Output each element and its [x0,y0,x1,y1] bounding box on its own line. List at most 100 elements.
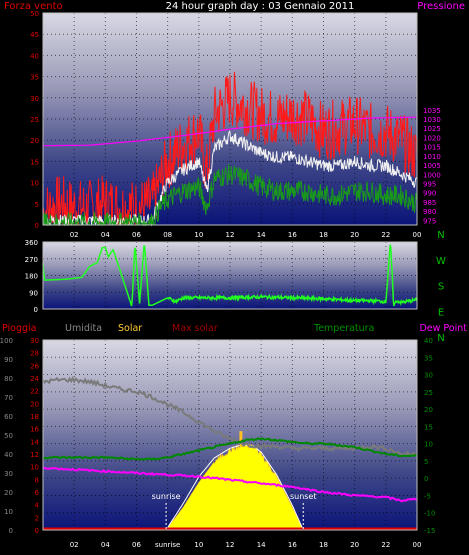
humidity-tick: 80 [4,375,13,383]
temperature-tick: 20 [424,406,433,414]
direction-series-line-0 [42,244,418,307]
rain-tick: 10 [30,464,39,472]
wind-speed-axis: 0 5 10 15 20 25 30 35 40 45 50 [30,10,39,230]
pressure-tick: 995 [423,181,436,189]
rain-tick: 4 [35,502,40,510]
pressure-axis: 9759809859909951000100510101015102010251… [423,107,441,226]
humidity-axis: 0 10 20 30 40 50 60 70 80 90 100 [0,337,13,535]
wind-hour-tick: 18 [319,231,328,239]
rain-tick: 0 [35,527,39,535]
wind-speed-tick: 10 [30,180,39,188]
pressure-tick: 1005 [423,162,441,170]
rain-hour-tick: 10 [194,541,203,549]
humidity-tick: 40 [4,451,13,459]
rain-hour-tick: 04 [101,541,110,549]
rain-temp-legend: Pioggia Umidita Solar Max solar Temperatura D… [2,323,467,334]
wind-hour-tick: 10 [194,231,203,239]
temperature-tick: 25 [424,389,433,397]
rain-temp-panel: Pioggia Umidita Solar Max solar Temperatura D… [0,323,467,549]
temperature-tick: -10 [424,510,435,518]
wind-speed-tick: 30 [30,95,39,103]
temperature-tick: 15 [424,423,433,431]
temperature-tick: 40 [424,337,433,345]
compass-letters: N W S E N [436,230,446,344]
pressure-tick: 985 [423,199,436,207]
pressure-tick: 1015 [423,144,441,152]
rain-hour-tick: 12 [226,541,235,549]
wind-pressure-panel: 24 hour graph day : 03 Gennaio 2011 Forz… [4,1,465,239]
wind-plot-frame [42,12,418,226]
rain-hour-tick: 22 [381,541,390,549]
wind-speed-label: Forza vento [4,1,63,12]
rain-tick: 26 [30,362,39,370]
wind-direction-panel: 0 90 180 270 360 N W S E N [25,230,446,344]
wind-speed-tick: 5 [35,201,39,209]
humidity-tick: 50 [4,432,13,440]
direction-degree-tick: 180 [25,273,38,281]
rain-hour-tick: sunrise [155,541,180,549]
pressure-tick: 1025 [423,125,441,133]
wind-hour-tick: 00 [413,231,422,239]
temperature-tick: -5 [424,492,431,500]
rain-hour-tick: 20 [350,541,359,549]
rain-tick: 8 [35,476,39,484]
legend-item: Dew Point [419,323,467,334]
compass-letter: N [437,333,444,344]
pressure-tick: 1030 [423,116,441,124]
humidity-tick: 0 [9,527,13,535]
humidity-tick: 10 [4,508,13,516]
rain-hour-tick: 06 [132,541,141,549]
temperature-tick: 5 [424,458,428,466]
direction-degree-axis: 0 90 180 270 360 [25,239,38,314]
humidity-tick: 30 [4,470,13,478]
wind-hour-tick: 12 [226,231,235,239]
wind-speed-tick: 0 [35,222,39,230]
compass-letter: E [438,307,444,318]
rain-hour-tick: 02 [70,541,79,549]
rain-hour-tick: 18 [319,541,328,549]
temperature-tick: 35 [424,354,433,362]
rain-temp-series-line-0 [42,376,418,457]
sun-annotations: sunrise sunset [152,492,317,530]
wind-hour-tick: 06 [132,231,141,239]
compass-letter: N [437,230,444,241]
rain-plot-frame [42,339,418,531]
wind-speed-tick: 45 [30,31,39,39]
compass-letter: W [436,256,446,267]
pressure-tick: 1010 [423,153,441,161]
rain-tick: 28 [30,350,39,358]
rain-hour-axis: 02 04 06 sunrise 10 12 14 16 18 20 22 00 [70,541,422,549]
wind-hour-tick: 14 [257,231,266,239]
max-solar-line [165,443,304,531]
temperature-tick: 30 [424,372,433,380]
wind-hour-tick: 16 [288,231,297,239]
wind-hour-tick: 22 [381,231,390,239]
wind-speed-tick: 50 [30,10,39,18]
solar-fill [165,443,304,531]
temperature-axis: -15 -10 -5 0 5 10 15 20 25 30 35 40 [424,337,435,535]
pressure-tick: 990 [423,190,436,198]
wind-hour-tick: 20 [350,231,359,239]
wind-speed-tick: 15 [30,158,39,166]
humidity-tick: 60 [4,413,13,421]
legend-item: Temperatura [313,323,374,334]
direction-degree-tick: 90 [29,289,38,297]
humidity-tick: 20 [4,489,13,497]
pressure-tick: 1035 [423,107,441,115]
rain-hour-tick: 14 [257,541,266,549]
wind-speed-tick: 35 [30,74,39,82]
wind-speed-tick: 40 [30,52,39,60]
temperature-tick: -15 [424,527,435,535]
pressure-tick: 975 [423,217,436,225]
rain-tick: 24 [30,375,39,383]
wind-speed-tick: 20 [30,137,39,145]
pressure-tick: 1000 [423,171,441,179]
direction-degree-tick: 0 [34,306,38,314]
rain-tick: 22 [30,388,39,396]
humidity-tick: 70 [4,394,13,402]
direction-series [42,244,418,307]
direction-plot-frame [42,241,418,310]
wind-series-line-3 [43,116,417,147]
sunset-label: sunset [290,492,317,501]
